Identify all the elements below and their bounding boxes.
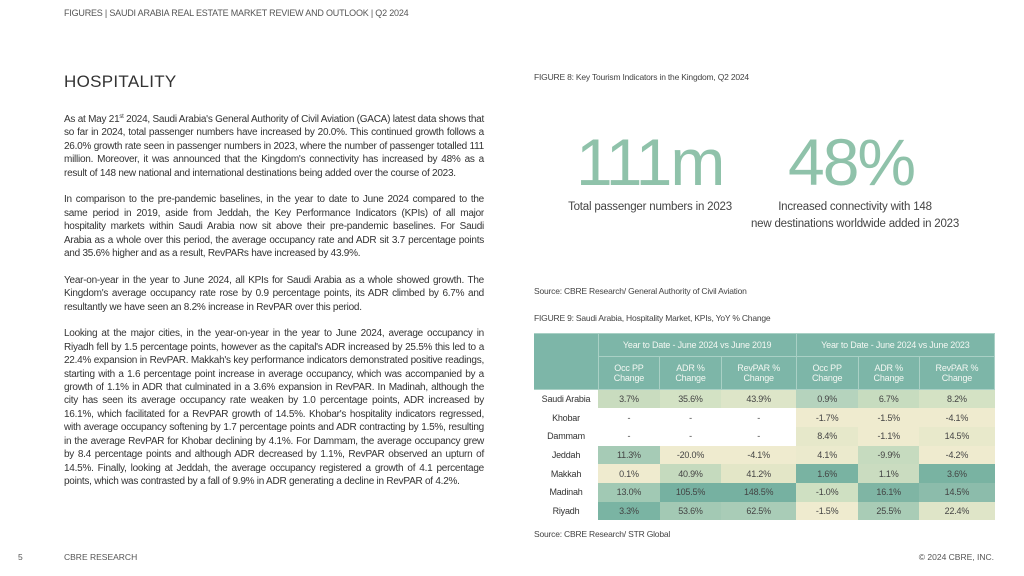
p1-superscript: st — [119, 114, 124, 120]
kpi-table: Year to Date - June 2024 vs June 2019 Yea… — [534, 333, 996, 521]
paragraph-4: Looking at the major cities, in the year… — [64, 328, 484, 487]
table-cell: 35.6% — [659, 389, 722, 409]
footer-copyright: © 2024 CBRE, INC. — [918, 552, 994, 562]
table-row: Makkah 0.1% 40.9% 41.2% 1.6% 1.1% 3.6% — [534, 464, 995, 483]
table-cell: -1.5% — [796, 501, 859, 521]
table-row: Saudi Arabia 3.7% 35.6% 43.9% 0.9% 6.7% 8.2% — [534, 389, 995, 409]
table-cell: - — [659, 426, 722, 446]
table-cell: - — [598, 426, 660, 446]
table-cell: 22.4% — [919, 501, 995, 521]
row-label: Jeddah — [534, 445, 598, 465]
table-cell: 105.5% — [659, 482, 722, 502]
footer-brand: CBRE RESEARCH — [64, 552, 138, 562]
row-label: Saudi Arabia — [534, 389, 598, 409]
figure-9-source: Source: CBRE Research/ STR Global — [534, 529, 671, 539]
column-header: RevPAR % Change — [918, 356, 996, 390]
table-cell: - — [721, 426, 797, 446]
table-cell: 6.7% — [858, 389, 920, 409]
table-cell: - — [598, 408, 660, 427]
table-cell: 53.6% — [659, 501, 722, 521]
table-cell: -9.9% — [858, 445, 920, 465]
table-cell: 3.7% — [598, 389, 660, 409]
table-cell: - — [721, 408, 797, 427]
table-cell: 3.6% — [919, 464, 995, 483]
section-title: HOSPITALITY — [64, 72, 177, 91]
row-label: Makkah — [534, 464, 598, 483]
figure-9-caption: FIGURE 9: Saudi Arabia, Hospitality Mark… — [534, 313, 771, 323]
kpi-connectivity-label-line1: Increased connectivity with 148 — [778, 201, 932, 213]
table-cell: 4.1% — [796, 445, 859, 465]
body-text: As at May 21st 2024, Saudi Arabia's Gene… — [64, 113, 484, 502]
kpi-passengers-value: 111m — [576, 125, 725, 199]
paragraph-3: Year-on-year in the year to June 2024, a… — [64, 274, 484, 313]
table-cell: 13.0% — [598, 482, 660, 502]
table-cell: 3.3% — [598, 501, 660, 521]
row-label: Khobar — [534, 408, 598, 427]
paragraph-2: In comparison to the pre-pandemic baseli… — [64, 194, 484, 260]
table-cell: 14.5% — [919, 426, 995, 446]
p1-text-a: As at May 21 — [64, 114, 120, 125]
table-cell: -4.1% — [919, 408, 995, 427]
figure-8-source: Source: CBRE Research/ General Authority… — [534, 286, 747, 296]
table-cell: 43.9% — [721, 389, 797, 409]
table-cell: 25.5% — [858, 501, 920, 521]
column-header: RevPAR % Change — [720, 356, 797, 390]
row-label: Riyadh — [534, 501, 598, 521]
paragraph-1: As at May 21st 2024, Saudi Arabia's Gene… — [64, 113, 484, 180]
kpi-connectivity-label: Increased connectivity with 148 new desti… — [730, 199, 980, 233]
kpi-connectivity-label-line2: new destinations worldwide added in 2023 — [750, 218, 960, 230]
table-cell: -1.0% — [796, 482, 859, 502]
corner-cell — [534, 333, 599, 390]
table-cell: 1.1% — [858, 464, 920, 483]
page-header: FIGURES | SAUDI ARABIA REAL ESTATE MARKE… — [64, 8, 409, 18]
group-header-2019: Year to Date - June 2024 vs June 2019 — [597, 333, 797, 357]
table-cell: - — [659, 408, 722, 427]
table-cell: 11.3% — [598, 445, 660, 465]
column-header: ADR % Change — [857, 356, 920, 390]
table-cell: 0.9% — [796, 389, 859, 409]
table-cell: -1.7% — [796, 408, 859, 427]
table-cell: -4.2% — [919, 445, 995, 465]
table-cell: 8.2% — [919, 389, 995, 409]
column-header: ADR % Change — [659, 356, 722, 390]
table-cell: 16.1% — [858, 482, 920, 502]
table-cell: -20.0% — [659, 445, 722, 465]
column-header: Occ PP Change — [597, 356, 661, 390]
figure-8-caption: FIGURE 8: Key Tourism Indicators in the … — [534, 72, 749, 82]
table-cell: -1.5% — [858, 408, 920, 427]
p1-text-b: 2024, Saudi Arabia's General Authority o… — [64, 114, 485, 179]
table-row: Madinah 13.0% 105.5% 148.5% -1.0% 16.1% 14.5% — [534, 482, 995, 502]
kpi-connectivity-value: 48% — [788, 125, 916, 199]
table-cell: 62.5% — [721, 501, 797, 521]
kpi-passengers-label: Total passenger numbers in 2023 — [568, 201, 732, 213]
table-row: Khobar - - - -1.7% -1.5% -4.1% — [534, 408, 995, 427]
row-label: Dammam — [534, 426, 598, 446]
column-header: Occ PP Change — [795, 356, 859, 390]
table-cell: -1.1% — [858, 426, 920, 446]
table-row: Jeddah 11.3% -20.0% -4.1% 4.1% -9.9% -4.2% — [534, 445, 995, 465]
page-number: 5 — [18, 552, 23, 562]
table-row: Dammam - - -8.4% -1.1% 14.5% — [534, 426, 995, 446]
table-cell: 148.5% — [721, 482, 797, 502]
table-cell: 8.4% — [796, 426, 859, 446]
table-cell: 40.9% — [659, 464, 722, 483]
table-cell: -4.1% — [721, 445, 797, 465]
table-cell: 0.1% — [598, 464, 660, 483]
group-header-2023: Year to Date - June 2024 vs June 2023 — [795, 333, 996, 357]
row-label: Madinah — [534, 482, 598, 502]
table-row: Riyadh 3.3% 53.6% 62.5% -1.5% 25.5% 22.4% — [534, 501, 995, 521]
table-cell: 41.2% — [721, 464, 797, 483]
table-cell: 14.5% — [919, 482, 995, 502]
table-cell: 1.6% — [796, 464, 859, 483]
